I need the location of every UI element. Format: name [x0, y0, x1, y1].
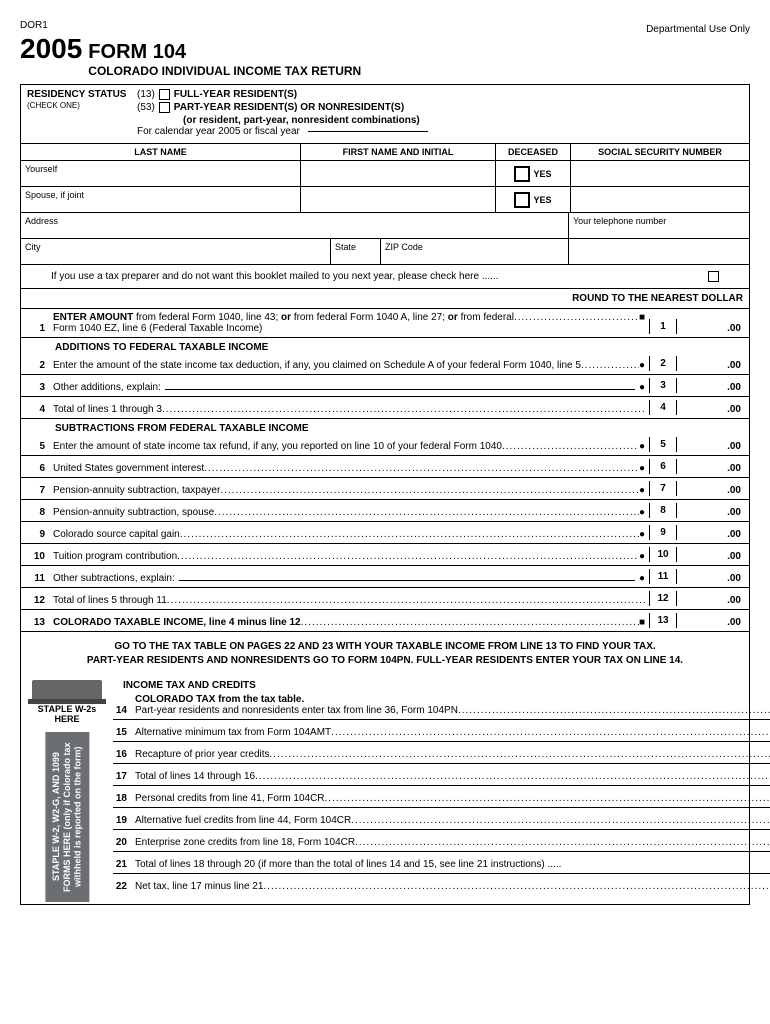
yourself-deceased-checkbox[interactable]	[514, 166, 530, 182]
check-one-label: (CHECK ONE)	[27, 101, 80, 110]
tax-year: 2005	[20, 33, 82, 65]
city-field[interactable]: City	[21, 239, 331, 265]
residency-code-53: (53)	[137, 102, 155, 113]
yourself-deceased: YES	[496, 161, 571, 187]
line-1-amount[interactable]: .00	[677, 323, 749, 334]
line-3: 3 Other additions, explain:● 3 .00	[21, 375, 749, 397]
line-11-amount[interactable]: .00	[677, 573, 749, 584]
phone-field-ext[interactable]	[569, 239, 749, 265]
preparer-optout-row: If you use a tax preparer and do not wan…	[21, 265, 749, 289]
form-subtitle: COLORADO INDIVIDUAL INCOME TAX RETURN	[88, 64, 361, 78]
line-11-explain[interactable]	[179, 580, 635, 581]
dor-code: DOR1	[20, 20, 361, 31]
zip-field[interactable]: ZIP Code	[381, 239, 569, 265]
dept-use-label: Departmental Use Only	[646, 24, 750, 35]
tax-table-instructions: GO TO THE TAX TABLE ON PAGES 22 AND 23 W…	[21, 632, 749, 676]
line-21: 21 Total of lines 18 through 20 (if more…	[113, 852, 770, 874]
stapler-icon	[32, 680, 102, 700]
spouse-row: Spouse, if joint YES	[21, 187, 749, 213]
line-7-amount[interactable]: .00	[677, 485, 749, 496]
spouse-lastname[interactable]: Spouse, if joint	[21, 187, 301, 213]
line-11: 11 Other subtractions, explain:● 11 .00	[21, 566, 749, 588]
line-6-amount[interactable]: .00	[677, 463, 749, 474]
staple-vertical-label: STAPLE W-2, W2-G, AND 1099 FORMS HERE (o…	[45, 732, 89, 902]
residency-checkbox-13[interactable]	[159, 89, 170, 100]
line-5: 5 Enter the amount of state income tax r…	[21, 434, 749, 456]
line-4: 4 Total of lines 1 through 3 4 .00	[21, 397, 749, 419]
yourself-lastname[interactable]: Yourself	[21, 161, 301, 187]
yourself-ssn[interactable]	[571, 161, 749, 187]
fullyear-label: FULL-YEAR RESIDENT(S)	[174, 89, 297, 100]
deceased-header: DECEASED	[496, 144, 571, 161]
line-19: 19 Alternative fuel credits from line 44…	[113, 808, 770, 830]
line-10-amount[interactable]: .00	[677, 551, 749, 562]
partyear-sublabel: (or resident, part-year, nonresident com…	[183, 115, 743, 126]
yourself-firstname[interactable]	[301, 161, 496, 187]
lastname-header: LAST NAME	[21, 144, 301, 161]
lines-section: 1 ENTER AMOUNT from federal Form 1040, l…	[21, 309, 749, 904]
line-3-explain[interactable]	[165, 389, 635, 390]
line-7: 7 Pension-annuity subtraction, taxpayer●…	[21, 478, 749, 500]
line-9-amount[interactable]: .00	[677, 529, 749, 540]
income-tax-section: STAPLE W-2s HERE STAPLE W-2, W2-G, AND 1…	[21, 676, 749, 904]
incometax-header: INCOME TAX AND CREDITS	[113, 676, 770, 691]
line-8: 8 Pension-annuity subtraction, spouse● 8…	[21, 500, 749, 522]
line-20: 20 Enterprise zone credits from line 18,…	[113, 830, 770, 852]
line-2: 2 Enter the amount of the state income t…	[21, 353, 749, 375]
line-8-amount[interactable]: .00	[677, 507, 749, 518]
line-22: 22 Net tax, line 17 minus line 21 22 .00	[113, 874, 770, 895]
subtractions-header: SUBTRACTIONS FROM FEDERAL TAXABLE INCOME	[21, 419, 749, 434]
residency-section: RESIDENCY STATUS (CHECK ONE) (13) FULL-Y…	[21, 85, 749, 144]
line-12-amount[interactable]: .00	[677, 595, 749, 606]
line-6: 6 United States government interest● 6 .…	[21, 456, 749, 478]
line-1: 1 ENTER AMOUNT from federal Form 1040, l…	[21, 309, 749, 338]
preparer-optout-checkbox[interactable]	[708, 271, 719, 282]
line-2-amount[interactable]: .00	[677, 360, 749, 371]
line-17: 17 Total of lines 14 through 16 17 .00	[113, 764, 770, 786]
line-3-amount[interactable]: .00	[677, 382, 749, 393]
staple-column: STAPLE W-2s HERE STAPLE W-2, W2-G, AND 1…	[21, 676, 113, 904]
line-13-amount[interactable]: .00	[677, 617, 749, 628]
spouse-firstname[interactable]	[301, 187, 496, 213]
calendar-year-label: For calendar year 2005 or fiscal year	[137, 126, 300, 137]
line-10: 10 Tuition program contribution● 10 .00	[21, 544, 749, 566]
partyear-label: PART-YEAR RESIDENT(S) OR NONRESIDENT(S)	[174, 102, 404, 113]
state-field[interactable]: State	[331, 239, 381, 265]
phone-field[interactable]: Your telephone number	[569, 213, 749, 239]
spouse-deceased-checkbox[interactable]	[514, 192, 530, 208]
residency-code-13: (13)	[137, 89, 155, 100]
fiscal-year-input[interactable]	[308, 131, 428, 132]
form-body: RESIDENCY STATUS (CHECK ONE) (13) FULL-Y…	[20, 84, 750, 905]
city-row: City State ZIP Code	[21, 239, 749, 265]
name-header-row: LAST NAME FIRST NAME AND INITIAL DECEASE…	[21, 144, 749, 161]
line-15: 15 Alternative minimum tax from Form 104…	[113, 720, 770, 742]
yourself-row: Yourself YES	[21, 161, 749, 187]
line-4-amount[interactable]: .00	[677, 404, 749, 415]
line-13: 13 COLORADO TAXABLE INCOME, line 4 minus…	[21, 610, 749, 632]
ssn-header: SOCIAL SECURITY NUMBER	[571, 144, 749, 161]
form-number: FORM 104	[88, 41, 361, 64]
line-12: 12 Total of lines 5 through 11 12 .00	[21, 588, 749, 610]
spouse-ssn[interactable]	[571, 187, 749, 213]
line-14: 14 COLORADO TAX from the tax table.Part-…	[113, 691, 770, 720]
additions-header: ADDITIONS TO FEDERAL TAXABLE INCOME	[21, 338, 749, 353]
line-9: 9 Colorado source capital gain● 9 .00	[21, 522, 749, 544]
residency-title: RESIDENCY STATUS	[27, 89, 126, 100]
line-5-amount[interactable]: .00	[677, 441, 749, 452]
line-18: 18 Personal credits from line 41, Form 1…	[113, 786, 770, 808]
line-16: 16 Recapture of prior year credits● 16 .…	[113, 742, 770, 764]
residency-checkbox-53[interactable]	[159, 102, 170, 113]
round-instruction: ROUND TO THE NEAREST DOLLAR	[21, 289, 749, 309]
firstname-header: FIRST NAME AND INITIAL	[301, 144, 496, 161]
address-field[interactable]: Address	[21, 213, 569, 239]
preparer-text: If you use a tax preparer and do not wan…	[51, 271, 499, 282]
address-row: Address Your telephone number	[21, 213, 749, 239]
form-header: DOR1 2005 FORM 104 COLORADO INDIVIDUAL I…	[20, 20, 750, 78]
staple-w2s-label: STAPLE W-2s HERE	[25, 704, 109, 724]
spouse-deceased: YES	[496, 187, 571, 213]
